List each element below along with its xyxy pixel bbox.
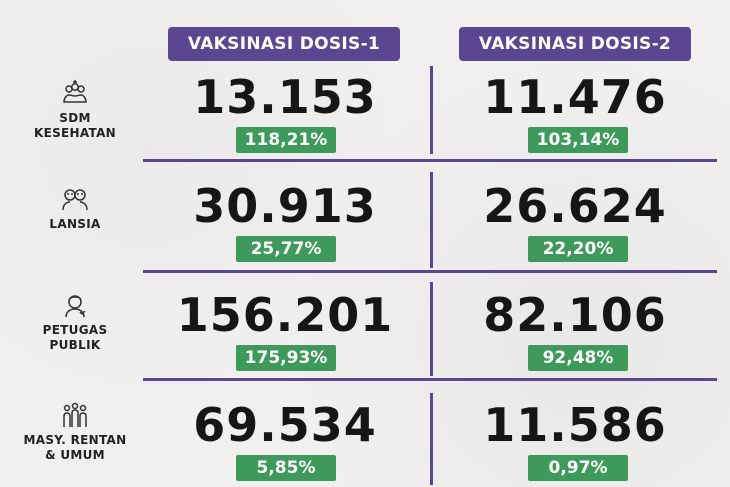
- label-line: & UMUM: [45, 448, 105, 462]
- dose2-percent-badge: 103,14%: [528, 127, 628, 153]
- dose2-value: 11.476: [483, 70, 667, 124]
- dose2-value: 82.106: [483, 288, 667, 342]
- label-line: SDM: [59, 111, 91, 125]
- dose1-value: 69.534: [193, 398, 377, 452]
- row-divider: [143, 159, 717, 162]
- dose1-value: 156.201: [176, 288, 394, 342]
- label-line: PUBLIK: [49, 338, 101, 352]
- health-workers-icon: [60, 78, 90, 108]
- label-line: KESEHATAN: [33, 126, 117, 140]
- dose2-percent-badge: 0,97%: [528, 455, 628, 481]
- column-divider: [430, 66, 433, 154]
- category-label-lansia: LANSIA: [0, 184, 150, 232]
- category-label-sdm-kesehatan: SDM KESEHATAN: [0, 78, 150, 141]
- dose1-percent-badge: 175,93%: [236, 345, 336, 371]
- elderly-icon: [60, 184, 90, 214]
- dose2-value: 26.624: [483, 179, 667, 233]
- category-label-masy-rentan: MASY. RENTAN & UMUM: [0, 400, 150, 463]
- dose2-percent-badge: 22,20%: [528, 236, 628, 262]
- category-label-petugas-publik: PETUGAS PUBLIK: [0, 290, 150, 353]
- column-divider: [430, 282, 433, 376]
- header-dose-1: VAKSINASI DOSIS-1: [168, 27, 400, 61]
- row-divider: [143, 378, 717, 381]
- column-divider: [430, 393, 433, 485]
- dose1-percent-badge: 5,85%: [236, 455, 336, 481]
- community-icon: [60, 400, 90, 430]
- dose1-percent-badge: 25,77%: [236, 236, 336, 262]
- column-divider: [430, 172, 433, 268]
- dose1-value: 13.153: [193, 70, 377, 124]
- row-divider: [143, 270, 717, 273]
- dose2-percent-badge: 92,48%: [528, 345, 628, 371]
- label-line: LANSIA: [49, 217, 101, 231]
- public-officer-icon: [60, 290, 90, 320]
- dose1-value: 30.913: [193, 179, 377, 233]
- header-dose-2: VAKSINASI DOSIS-2: [459, 27, 691, 61]
- dose1-percent-badge: 118,21%: [236, 127, 336, 153]
- dose2-value: 11.586: [483, 398, 667, 452]
- label-line: PETUGAS: [42, 323, 108, 337]
- label-line: MASY. RENTAN: [23, 433, 127, 447]
